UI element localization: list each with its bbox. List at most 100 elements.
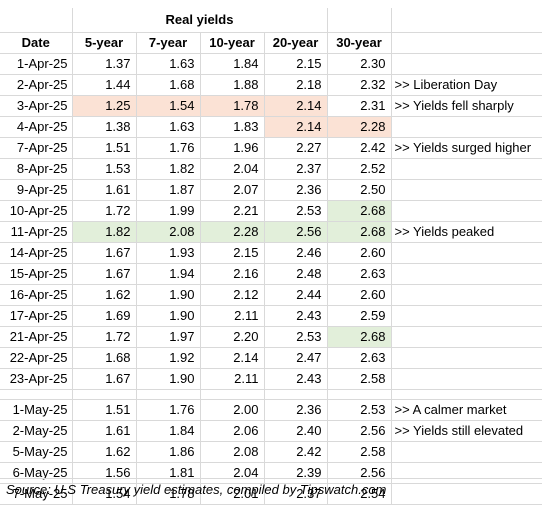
annotation-cell [391,305,542,327]
yield-cell-30-year: 2.63 [327,347,392,369]
table-row: 16-Apr-25 1.62 1.90 2.12 2.44 2.60 [0,284,542,306]
yield-cell-20-year: 2.14 [264,116,328,138]
yield-cell-10-year: 2.06 [200,420,265,442]
annotation-cell [391,158,542,180]
date-cell: 10-Apr-25 [0,200,73,222]
date-cell: 9-Apr-25 [0,179,73,201]
table-row: 23-Apr-25 1.67 1.90 2.11 2.43 2.58 [0,368,542,390]
yield-cell-30-year: 2.58 [327,368,392,390]
yield-cell-5-year: 1.53 [72,158,137,180]
yield-cell-10-year: 2.12 [200,284,265,306]
real-yields-table: Real yields Date 5-year 7-year 10-year 2… [0,8,542,505]
yield-cell-20-year: 2.53 [264,326,328,348]
table-row: 9-Apr-25 1.61 1.87 2.07 2.36 2.50 [0,179,542,201]
annotation-cell [391,116,542,138]
header-5-year: 5-year [72,32,137,54]
yield-cell-20-year: 2.37 [264,158,328,180]
table-row: 7-Apr-25 1.51 1.76 1.96 2.27 2.42 >> Yields su… [0,137,542,159]
yield-cell-5-year: 1.68 [72,347,137,369]
yield-cell-20-year: 2.14 [264,95,328,117]
table-row: 5-May-25 1.62 1.86 2.08 2.42 2.58 [0,441,542,463]
table-row: 14-Apr-25 1.67 1.93 2.15 2.46 2.60 [0,242,542,264]
yield-cell-10-year: 2.14 [200,347,265,369]
yield-cell-30-year: 2.68 [327,200,392,222]
date-cell: 2-May-25 [0,420,73,442]
yield-cell-20-year: 2.56 [264,221,328,243]
date-cell: 1-Apr-25 [0,53,73,75]
yield-cell-30-year: 2.68 [327,221,392,243]
yield-cell-30-year: 2.58 [327,441,392,463]
yield-cell-5-year: 1.61 [72,420,137,442]
yield-cell-5-year: 1.62 [72,284,137,306]
yield-cell-30-year: 2.31 [327,95,392,117]
yield-cell-5-year: 1.67 [72,242,137,264]
yield-cell-20-year: 2.47 [264,347,328,369]
table-row: 10-Apr-25 1.72 1.99 2.21 2.53 2.68 [0,200,542,222]
yield-cell-30-year: 2.50 [327,179,392,201]
date-cell: 21-Apr-25 [0,326,73,348]
yield-cell-10-year: 2.11 [200,368,265,390]
date-cell: 17-Apr-25 [0,305,73,327]
yield-cell-20-year: 2.40 [264,420,328,442]
yield-cell-5-year: 1.51 [72,137,137,159]
date-cell: 4-Apr-25 [0,116,73,138]
annotation-cell: >> A calmer market [391,399,542,421]
yield-cell-7-year: 1.63 [136,116,201,138]
annotation-cell: >> Yields still elevated [391,420,542,442]
yield-cell-20-year: 2.15 [264,53,328,75]
yield-cell-7-year: 1.76 [136,399,201,421]
table-row: 21-Apr-25 1.72 1.97 2.20 2.53 2.68 [0,326,542,348]
header-30-year: 30-year [327,32,392,54]
yield-cell-7-year: 1.54 [136,95,201,117]
annotation-cell: >> Liberation Day [391,74,542,96]
date-cell: 1-May-25 [0,399,73,421]
yield-cell-30-year: 2.30 [327,53,392,75]
yield-cell-7-year: 1.90 [136,284,201,306]
yield-cell-20-year: 2.46 [264,242,328,264]
table-row: 3-Apr-25 1.25 1.54 1.78 2.14 2.31 >> Yields fe… [0,95,542,117]
spacer-row [0,389,542,400]
annotation-cell [391,200,542,222]
table-row: 17-Apr-25 1.69 1.90 2.11 2.43 2.59 [0,305,542,327]
date-cell: 16-Apr-25 [0,284,73,306]
yield-cell-30-year: 2.56 [327,420,392,442]
yield-cell-30-year: 2.53 [327,399,392,421]
table-row: 2-Apr-25 1.44 1.68 1.88 2.18 2.32 >> Liberatio… [0,74,542,96]
yield-cell-30-year: 2.32 [327,74,392,96]
header-7-year: 7-year [136,32,201,54]
yield-cell-10-year: 2.11 [200,305,265,327]
annotation-cell [391,284,542,306]
annotation-cell: >> Yields surged higher [391,137,542,159]
yield-cell-10-year: 2.28 [200,221,265,243]
yield-cell-7-year: 1.90 [136,305,201,327]
date-cell: 11-Apr-25 [0,221,73,243]
annotation-cell [391,179,542,201]
table-row: 1-May-25 1.51 1.76 2.00 2.36 2.53 >> A calmer … [0,399,542,421]
table-row: 15-Apr-25 1.67 1.94 2.16 2.48 2.63 [0,263,542,285]
yield-cell-10-year: 1.88 [200,74,265,96]
yield-cell-30-year: 2.42 [327,137,392,159]
yield-cell-10-year: 1.78 [200,95,265,117]
date-cell: 23-Apr-25 [0,368,73,390]
yield-cell-20-year: 2.42 [264,441,328,463]
yield-cell-7-year: 1.78 [136,483,201,505]
yield-cell-5-year: 1.25 [72,95,137,117]
yield-cell-5-year: 1.67 [72,368,137,390]
yield-cell-30-year: 2.28 [327,116,392,138]
yield-cell-30-year: 2.68 [327,326,392,348]
yield-cell-7-year: 1.84 [136,420,201,442]
annotation-cell [391,242,542,264]
yield-cell-5-year: 1.82 [72,221,137,243]
annotation-cell [391,347,542,369]
source-note: Source: U.S Treasury yield estimates, co… [0,478,542,500]
yield-cell-10-year: 2.15 [200,242,265,264]
annotation-cell [391,441,542,463]
yield-cell-10-year: 2.08 [200,441,265,463]
annotation-cell [391,326,542,348]
annotation-cell: >> Yields peaked [391,221,542,243]
table-row: 1-Apr-25 1.37 1.63 1.84 2.15 2.30 [0,53,542,75]
yield-cell-20-year: 2.43 [264,368,328,390]
yield-cell-7-year: 1.93 [136,242,201,264]
yield-cell-5-year: 1.62 [72,441,137,463]
